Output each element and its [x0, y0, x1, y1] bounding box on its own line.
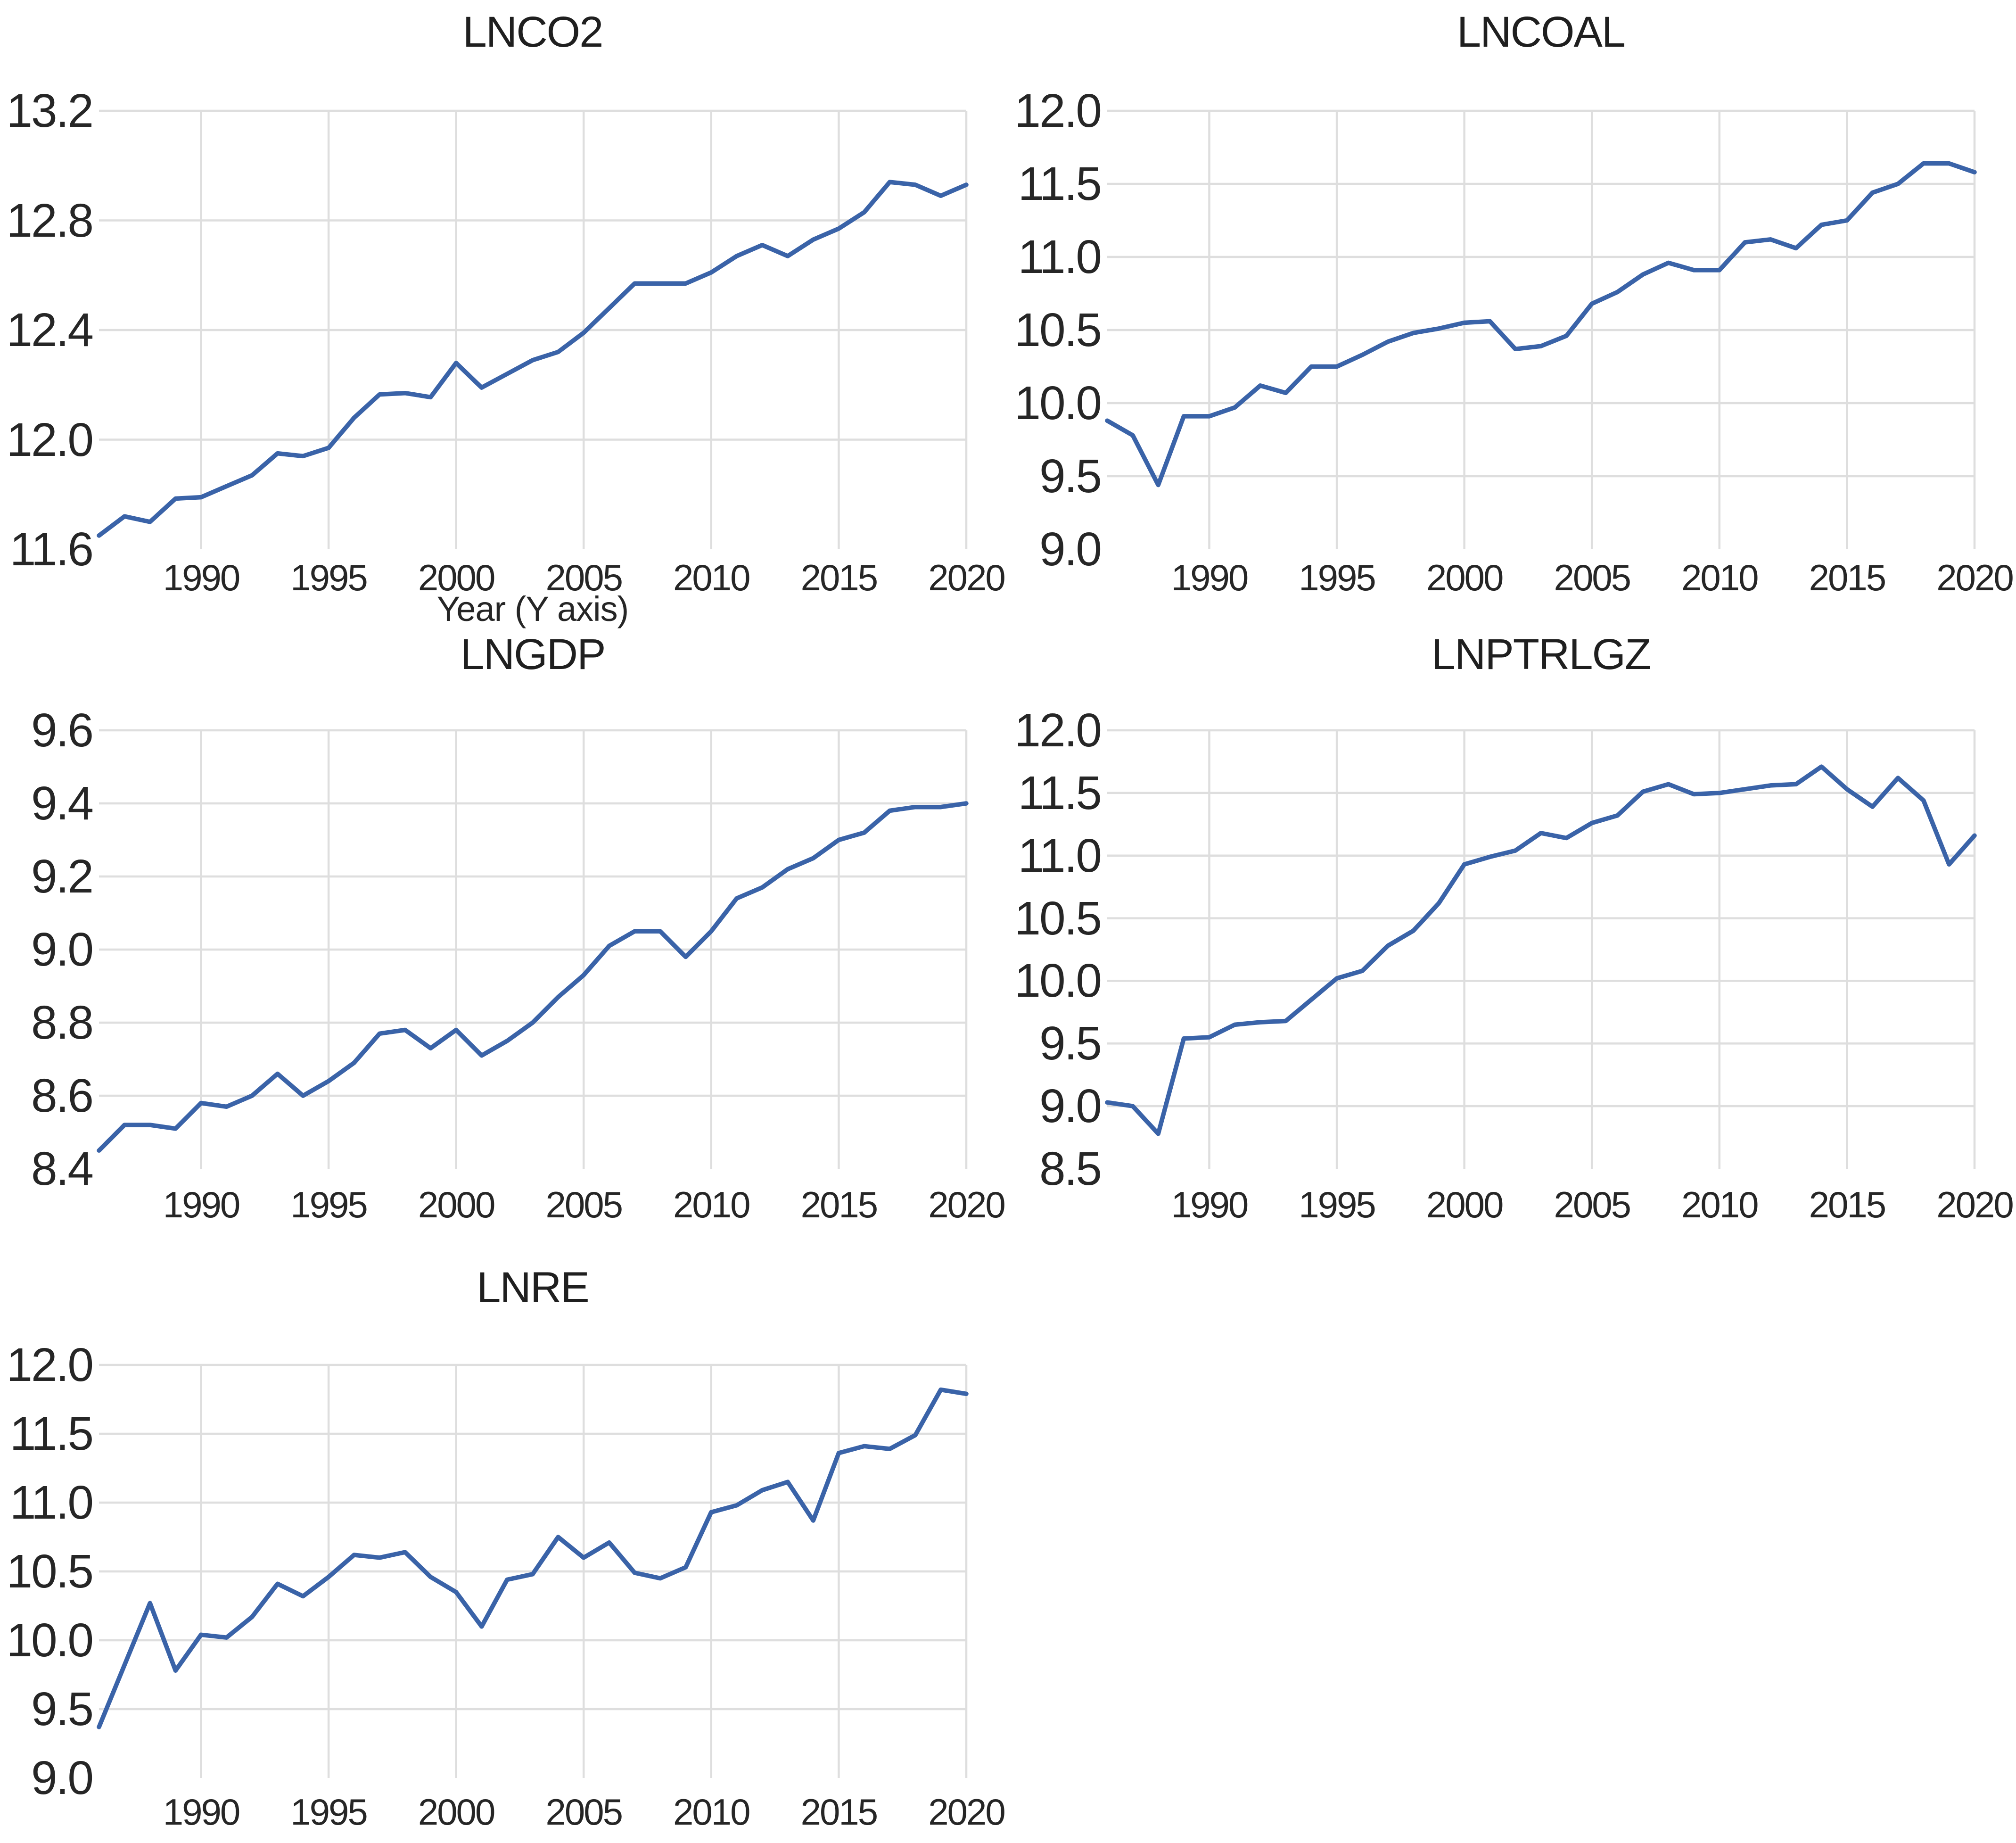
x-tick-label: 1990 — [1171, 557, 1249, 598]
x-tick-label: 1995 — [290, 1791, 368, 1833]
x-tick-label: 2005 — [545, 1184, 623, 1225]
chart-title-lnre: LNRE — [477, 1264, 589, 1312]
x-tick-label: 2005 — [545, 1791, 623, 1833]
x-tick-label: 2005 — [1554, 1184, 1631, 1225]
x-tick-label: 1990 — [163, 1791, 241, 1833]
x-tick-label: 2015 — [800, 1184, 879, 1225]
y-tick-label: 9.0 — [1039, 1080, 1102, 1133]
y-tick-label: 13.2 — [6, 84, 94, 137]
y-tick-label: 11.5 — [1018, 157, 1102, 210]
y-tick-label: 10.5 — [1014, 304, 1102, 356]
series-line — [1105, 764, 1977, 1136]
y-tick-label: 9.5 — [31, 1683, 94, 1736]
x-tick-label: 2020 — [1936, 1184, 2014, 1225]
y-tick-label: 9.0 — [1039, 523, 1102, 576]
x-tick-label: 2005 — [1554, 557, 1631, 598]
y-tick-label: 12.0 — [1014, 84, 1102, 137]
y-tick-label: 12.8 — [6, 194, 94, 247]
y-tick-label: 9.4 — [31, 777, 94, 830]
x-tick-label: 2010 — [673, 557, 751, 598]
y-tick-label: 10.5 — [1014, 892, 1102, 945]
chart-lnptrlgz: LNPTRLGZ 12.0 11.5 11.0 10.5 10.0 9.5 9.0 8.5 19… — [1008, 613, 2016, 1226]
chart-lnre: LNRE 12.0 11.5 11.0 10.5 10.0 9.5 9.0 1990 1995 2… — [0, 1226, 1008, 1843]
y-tick-label: 11.5 — [9, 1407, 94, 1460]
chart-title-lnptrlgz: LNPTRLGZ — [1431, 630, 1652, 678]
y-tick-label: 12.4 — [6, 304, 94, 356]
y-tick-label: 8.4 — [31, 1142, 94, 1195]
x-tick-label: 1990 — [163, 557, 241, 598]
x-tick-label: 2000 — [418, 557, 496, 598]
y-tick-label: 12.0 — [1014, 704, 1102, 757]
x-tick-label: 1995 — [290, 557, 368, 598]
series-line — [97, 180, 969, 538]
y-tick-label: 10.0 — [1014, 954, 1102, 1008]
line-plot-lncoal — [1105, 109, 1977, 549]
y-tick-label: 11.0 — [1018, 829, 1102, 882]
y-tick-label: 9.2 — [31, 850, 94, 903]
series-line — [97, 801, 969, 1153]
chart-lnco2: LNCO2 Year (Y axis) 13.2 12.8 12.4 12.0 11.6… — [0, 0, 1008, 627]
y-tick-label: 11.5 — [1018, 766, 1102, 819]
x-axis-label: Year (Y axis) — [436, 589, 629, 628]
x-tick-label: 2015 — [1809, 557, 1887, 598]
y-tick-label: 11.0 — [9, 1476, 94, 1529]
x-tick-label: 2015 — [800, 1791, 879, 1833]
x-tick-label: 2010 — [1681, 557, 1759, 598]
x-tick-label: 2010 — [673, 1791, 751, 1833]
series-line — [97, 1387, 969, 1729]
x-tick-label: 2000 — [1426, 1184, 1504, 1225]
y-tick-label: 10.0 — [1014, 377, 1102, 430]
chart-lncoal: LNCOAL 12.0 11.5 11.0 10.5 10.0 9.5 9.0 1990 199… — [1008, 0, 2016, 613]
x-tick-label: 2000 — [1426, 557, 1504, 598]
y-tick-label: 11.0 — [1018, 231, 1102, 283]
y-tick-label: 9.5 — [1039, 450, 1102, 503]
y-tick-label: 8.5 — [1039, 1142, 1102, 1195]
x-tick-label: 2005 — [545, 557, 623, 598]
y-tick-label: 10.5 — [6, 1545, 94, 1598]
x-tick-label: 2000 — [418, 1791, 496, 1833]
y-tick-label: 11.6 — [9, 523, 94, 576]
x-tick-label: 1990 — [163, 1184, 241, 1225]
x-tick-label: 1995 — [1299, 557, 1376, 598]
x-tick-label: 1995 — [290, 1184, 368, 1225]
line-plot-lnco2 — [97, 109, 969, 549]
line-plot-lnre — [97, 1364, 969, 1778]
x-tick-label: 2020 — [928, 1791, 1006, 1833]
x-tick-label: 1995 — [1299, 1184, 1376, 1225]
chart-title-lnco2: LNCO2 — [462, 8, 604, 56]
x-tick-label: 2010 — [673, 1184, 751, 1225]
x-tick-label: 2015 — [1809, 1184, 1887, 1225]
x-tick-label: 2020 — [928, 1184, 1006, 1225]
chart-lngdp: LNGDP 9.6 9.4 9.2 9.0 8.8 8.6 8.4 1990 1995 2000 2… — [0, 613, 1008, 1226]
y-tick-label: 12.0 — [6, 1339, 94, 1391]
y-tick-label: 9.5 — [1039, 1017, 1102, 1070]
x-tick-label: 2000 — [418, 1184, 496, 1225]
line-plot-lngdp — [97, 729, 969, 1169]
y-tick-label: 12.0 — [6, 413, 94, 466]
y-tick-label: 10.0 — [6, 1614, 94, 1667]
chart-title-lncoal: LNCOAL — [1456, 8, 1626, 56]
series-line — [1105, 161, 1977, 488]
x-tick-label: 2010 — [1681, 1184, 1759, 1225]
x-tick-label: 2020 — [928, 557, 1006, 598]
chart-title-lngdp: LNGDP — [460, 630, 606, 678]
x-tick-label: 1990 — [1171, 1184, 1249, 1225]
y-tick-label: 9.0 — [31, 923, 94, 976]
y-tick-label: 9.6 — [31, 704, 94, 757]
line-plot-lnptrlgz — [1105, 729, 1977, 1169]
y-tick-label: 8.6 — [31, 1069, 94, 1122]
x-tick-label: 2020 — [1936, 557, 2014, 598]
x-tick-label: 2015 — [800, 557, 879, 598]
y-tick-label: 8.8 — [31, 996, 94, 1049]
y-tick-label: 9.0 — [31, 1752, 94, 1804]
